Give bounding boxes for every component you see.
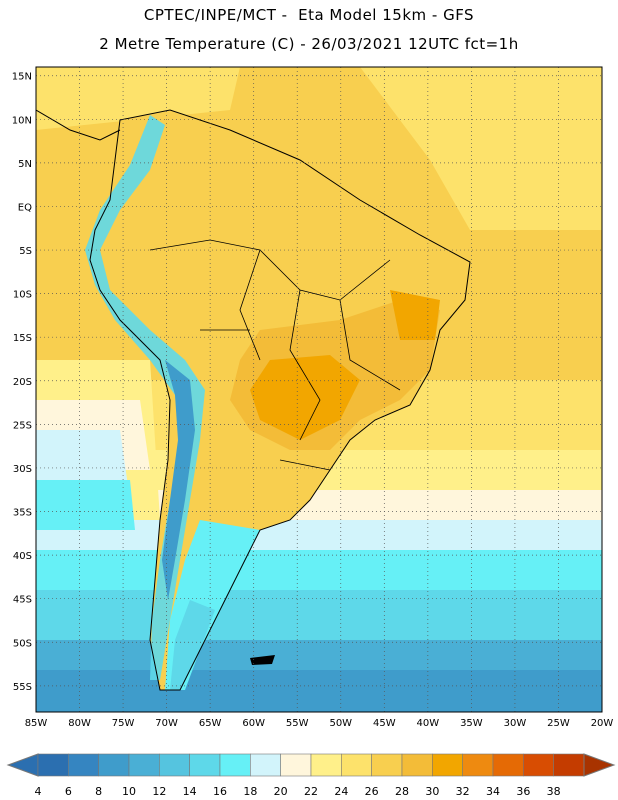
- legend-label: 36: [516, 785, 530, 798]
- legend-label: 16: [213, 785, 227, 798]
- longitude-label: 80W: [68, 718, 91, 729]
- latitude-label: 5N: [18, 159, 32, 170]
- longitude-label: 65W: [199, 718, 222, 729]
- latitude-label: 25S: [13, 420, 32, 431]
- latitude-label: 5S: [19, 246, 32, 257]
- legend-swatch: [128, 753, 160, 777]
- legend-label: 20: [274, 785, 288, 798]
- legend-swatch: [189, 753, 221, 777]
- latitude-label: 35S: [13, 508, 32, 519]
- legend-label: 34: [486, 785, 500, 798]
- legend-swatch: [462, 753, 494, 777]
- legend-label: 6: [65, 785, 72, 798]
- legend-swatch: [401, 753, 433, 777]
- longitude-label: 40W: [417, 718, 440, 729]
- latitude-label: 50S: [13, 638, 32, 649]
- legend-swatch: [310, 753, 342, 777]
- legend-swatch: [553, 753, 585, 777]
- map-subtitle: 2 Metre Temperature (C) - 26/03/2021 12U…: [99, 35, 519, 53]
- longitude-label: 75W: [112, 718, 135, 729]
- color-legend: 4 6 8 10 12 14 16 18 20 22 24 26 28 30 32 34 36 38: [6, 753, 616, 798]
- longitude-label: 35W: [460, 718, 483, 729]
- legend-label: 18: [243, 785, 257, 798]
- legend-swatch: [371, 753, 403, 777]
- legend-swatch: [98, 753, 130, 777]
- legend-swatch: [280, 753, 312, 777]
- longitude-label: 30W: [504, 718, 527, 729]
- legend-label: 26: [365, 785, 379, 798]
- legend-label: 22: [304, 785, 318, 798]
- longitude-label: 25W: [547, 718, 570, 729]
- latitude-labels: 15N 10N 5N EQ 5S 10S 15S 20S 25S 30S 35S 40S 45S 50S 5…: [12, 72, 32, 693]
- longitude-label: 85W: [25, 718, 48, 729]
- legend-arrow-high: [583, 753, 616, 777]
- legend-swatch: [37, 753, 69, 777]
- longitude-label: 45W: [373, 718, 396, 729]
- latitude-label: 30S: [13, 464, 32, 475]
- legend-swatch: [492, 753, 524, 777]
- legend-label: 32: [456, 785, 470, 798]
- legend-swatch: [159, 753, 190, 777]
- longitude-labels: 85W 80W 75W 70W 65W 60W 55W 50W 45W 40W 35W 30W 25W 2…: [25, 718, 614, 729]
- latitude-label: 55S: [13, 682, 32, 693]
- latitude-label: 40S: [13, 551, 32, 562]
- latitude-label: 10N: [12, 115, 32, 126]
- latitude-label: 45S: [13, 595, 32, 606]
- legend-label: 4: [35, 785, 42, 798]
- latitude-label: 10S: [13, 290, 32, 301]
- longitude-label: 70W: [155, 718, 178, 729]
- legend-swatch: [432, 753, 463, 777]
- legend-label: 30: [425, 785, 439, 798]
- longitude-label: 50W: [329, 718, 352, 729]
- map-frame: [35, 66, 603, 713]
- latitude-label: 15S: [13, 333, 32, 344]
- legend-swatch: [341, 753, 372, 777]
- legend-label: 12: [152, 785, 166, 798]
- legend-swatch: [250, 753, 281, 777]
- legend-label: 24: [334, 785, 348, 798]
- legend-label: 14: [183, 785, 197, 798]
- legend-swatch: [68, 753, 99, 777]
- legend-swatch: [219, 753, 251, 777]
- legend-swatch: [523, 753, 554, 777]
- legend-label: 10: [122, 785, 136, 798]
- latitude-label: EQ: [18, 202, 32, 213]
- latitude-label: 15N: [12, 72, 32, 83]
- legend-label: 8: [95, 785, 102, 798]
- longitude-label: 60W: [242, 718, 265, 729]
- legend-label: 38: [547, 785, 561, 798]
- temperature-field: [36, 67, 602, 712]
- longitude-label: 55W: [286, 718, 309, 729]
- latitude-label: 20S: [13, 377, 32, 388]
- legend-label: 28: [395, 785, 409, 798]
- legend-arrow-low: [6, 753, 39, 777]
- longitude-label: 20W: [591, 718, 614, 729]
- map-title: CPTEC/INPE/MCT - Eta Model 15km - GFS: [143, 6, 475, 24]
